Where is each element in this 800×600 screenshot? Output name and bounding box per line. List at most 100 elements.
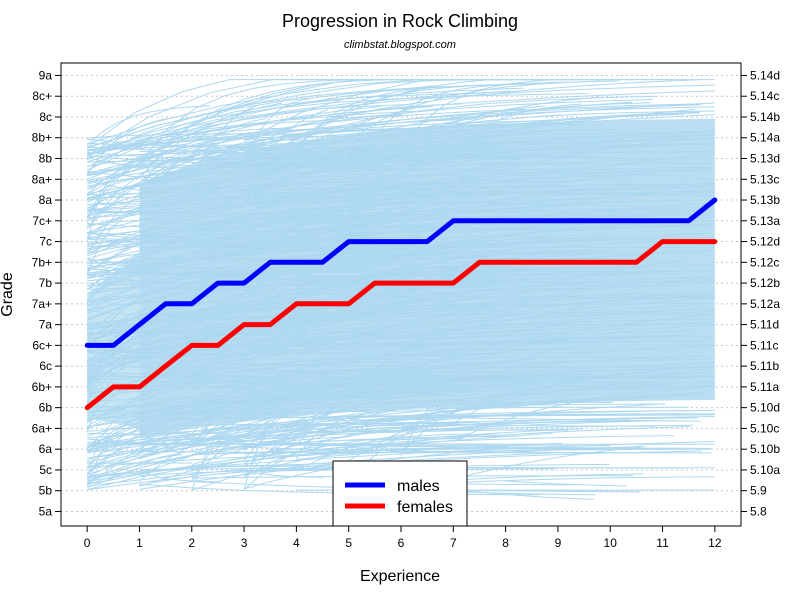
trajectory-line (87, 428, 583, 469)
y-tick-label-right: 5.14c (750, 89, 779, 103)
y-axis-left: 9a 8c+ 8c 8b+ 8b 8a+ 8a 7c+ 7c 7b+ 7b 7a+ 7a 6c+ 6c 6b+… (32, 68, 61, 518)
x-tick-label: 2 (188, 536, 195, 550)
trajectory-line (139, 106, 715, 179)
y-tick-label-right: 5.11a (750, 380, 779, 394)
series-lines (84, 197, 718, 411)
y-tick-label-right: 5.11d (750, 318, 779, 332)
y-tick-label-right: 5.13c (750, 172, 779, 186)
y-tick-label-right: 5.12b (750, 276, 780, 290)
trajectory-line (139, 79, 370, 163)
y-axis-label: Grade (0, 272, 16, 317)
y-tick-label-right: 5.10b (750, 442, 780, 456)
trajectory-line (191, 451, 369, 455)
x-tick-label: 0 (84, 536, 91, 550)
trajectory-line (86, 83, 542, 161)
trajectory-line (87, 413, 715, 446)
trajectory-line (139, 103, 704, 186)
trajectory-line (296, 442, 562, 460)
y-tick-label-left: 8a+ (32, 172, 52, 186)
y-tick-label-left: 8b+ (32, 131, 52, 145)
trajectory-line (87, 420, 678, 483)
trajectory-line (244, 120, 537, 144)
series-line-males (84, 197, 718, 348)
y-tick-label-right: 5.14b (750, 110, 780, 124)
y-tick-label-right: 5.10d (750, 401, 780, 415)
x-tick-label: 8 (502, 536, 509, 550)
trajectory-line (505, 480, 627, 487)
trajectory-line (86, 92, 486, 171)
y-tick-label-left: 7b (39, 276, 53, 290)
y-tick-label-left: 7a+ (32, 297, 52, 311)
trajectory-line (86, 85, 434, 171)
trajectory-density (139, 118, 715, 438)
y-tick-label-left: 5c (39, 463, 52, 477)
legend-box (332, 460, 468, 527)
y-tick-label-left: 7a (39, 318, 53, 332)
x-tick-label: 10 (604, 536, 618, 550)
y-tick-label-left: 6c+ (32, 338, 52, 352)
y-axis-right: 5.14d 5.14c 5.14b 5.14a 5.13d 5.13c 5.13b 5.13a… (741, 68, 780, 518)
trajectory-line (453, 488, 595, 500)
legend: males females (332, 460, 468, 527)
y-tick-label-right: 5.11c (750, 338, 778, 352)
y-tick-label-left: 9a (39, 68, 53, 82)
trajectory-line (348, 418, 656, 427)
y-tick-label-left: 7c (39, 235, 52, 249)
trajectory-line (87, 403, 665, 459)
x-tick-label: 11 (656, 536, 669, 550)
y-tick-label-left: 6a (39, 442, 53, 456)
y-tick-label-left: 5b (39, 484, 53, 498)
trajectory-line (87, 90, 715, 154)
y-tick-label-right: 5.12d (750, 235, 780, 249)
y-tick-label-right: 5.13a (750, 214, 780, 228)
trajectory-line (87, 110, 416, 151)
y-tick-label-left: 8c (39, 110, 52, 124)
legend-label-males: males (397, 478, 440, 495)
trajectory-line (87, 463, 341, 478)
x-axis: 0 1 2 3 4 5 6 7 8 9 10 11 12 (84, 526, 722, 550)
y-tick-label-right: 5.8 (750, 504, 767, 518)
x-tick-label: 12 (708, 536, 722, 550)
y-tick-label-left: 7b+ (32, 255, 52, 269)
trajectory-line (139, 79, 491, 164)
legend-label-females: females (397, 499, 453, 516)
trajectory-line (87, 156, 176, 169)
y-tick-label-left: 8b (39, 152, 53, 166)
y-tick-label-left: 6b+ (32, 380, 52, 394)
trajectory-line (86, 155, 162, 242)
y-tick-label-right: 5.12a (750, 297, 780, 311)
x-tick-label: 1 (136, 536, 143, 550)
trajectory-line (86, 105, 211, 146)
x-tick-label: 6 (398, 536, 405, 550)
trajectory-density (87, 251, 140, 429)
y-tick-label-right: 5.14a (750, 131, 780, 145)
y-tick-label-right: 5.13b (750, 193, 780, 207)
y-tick-label-right: 5.11b (750, 359, 779, 373)
x-tick-label: 9 (555, 536, 562, 550)
y-tick-label-right: 5.13d (750, 152, 780, 166)
individual-traces (86, 79, 715, 500)
trajectory-line (191, 117, 267, 157)
trajectory-line (86, 119, 330, 219)
trajectory-line (86, 127, 287, 217)
y-tick-label-left: 8c+ (32, 89, 52, 103)
x-tick-label: 4 (293, 536, 300, 550)
y-tick-label-left: 8a (39, 193, 53, 207)
y-tick-label-right: 5.14d (750, 68, 780, 82)
y-tick-label-right: 5.9 (750, 484, 767, 498)
x-tick-label: 3 (241, 536, 248, 550)
trajectory-line (244, 442, 503, 445)
y-tick-label-right: 5.10a (750, 463, 780, 477)
y-tick-label-right: 5.10c (750, 421, 779, 435)
trajectory-line (296, 87, 430, 151)
series-line-females (84, 239, 718, 411)
trajectory-line (348, 415, 701, 422)
y-tick-label-left: 7c+ (32, 214, 52, 228)
trajectory-line (139, 468, 305, 486)
trajectory-line (87, 104, 701, 175)
trajectory-line (243, 97, 311, 171)
trajectory-line (87, 449, 634, 468)
chart-subtitle: climbstat.blogspot.com (344, 39, 456, 51)
trajectory-line (243, 425, 435, 490)
